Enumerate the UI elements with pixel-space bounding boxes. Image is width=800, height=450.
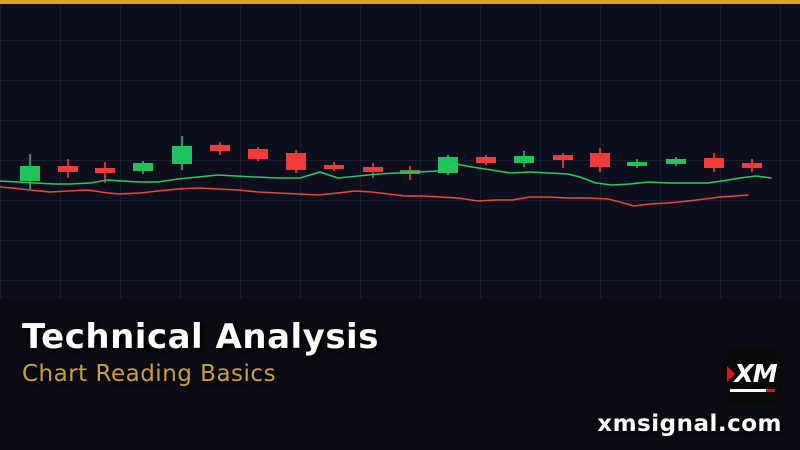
- candle-body-down: [553, 155, 573, 160]
- ma-green-line: [0, 163, 772, 186]
- xm-logo-underline-red-cap: [766, 389, 775, 392]
- candle-body-up: [666, 159, 686, 164]
- candlestick-chart-area: [0, 0, 800, 299]
- candle-body-up: [172, 146, 192, 164]
- candle-body-down: [324, 165, 344, 169]
- candle-body-down: [590, 153, 610, 167]
- top-accent-bar: [0, 0, 800, 4]
- website-text: xmsignal.com: [597, 411, 782, 437]
- candle-body-up: [627, 162, 647, 166]
- xm-logo-underline: [730, 389, 775, 392]
- candle-body-up: [133, 163, 153, 171]
- xm-logo-row: XM: [727, 359, 778, 388]
- candle-body-up: [514, 156, 534, 163]
- xm-logo: XM: [722, 348, 782, 405]
- candle-body-down: [363, 167, 383, 172]
- ma-red-line: [0, 186, 749, 207]
- candle-body-down: [95, 168, 115, 173]
- candle-body-down: [704, 158, 724, 168]
- caption-band: [0, 299, 800, 450]
- candle-body-down: [210, 145, 230, 151]
- page-title: Technical Analysis: [22, 317, 379, 357]
- candlestick-chart: [0, 136, 772, 207]
- xm-logo-text: XM: [734, 359, 777, 388]
- candle-body-down: [476, 157, 496, 163]
- play-triangle-icon: [727, 365, 736, 382]
- page-subtitle: Chart Reading Basics: [22, 361, 277, 387]
- candle-body-down: [742, 163, 762, 168]
- candle-body-up: [20, 166, 40, 181]
- candle-body-down: [58, 166, 78, 172]
- candle-body-down: [248, 149, 268, 159]
- candle-body-down: [286, 153, 306, 170]
